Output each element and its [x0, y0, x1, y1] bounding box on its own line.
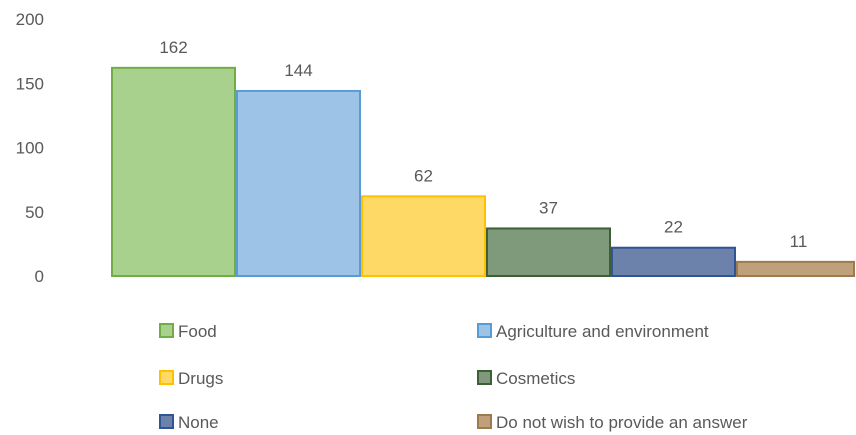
data-label: 22 — [664, 218, 683, 237]
data-label: 37 — [539, 198, 558, 217]
y-tick-label: 200 — [16, 10, 44, 29]
data-label: 162 — [159, 38, 187, 57]
y-tick-label: 150 — [16, 74, 44, 93]
legend-swatch — [477, 414, 492, 429]
bar — [486, 227, 611, 277]
bar — [111, 66, 236, 277]
bar — [236, 89, 361, 277]
y-tick-label: 100 — [16, 139, 44, 158]
legend-label: Agriculture and environment — [496, 322, 709, 341]
y-tick-label: 0 — [35, 267, 44, 286]
data-label: 11 — [790, 232, 808, 251]
legend-label: Do not wish to provide an answer — [496, 413, 748, 432]
value-labels: 162 144 62 37 22 11 — [159, 38, 807, 251]
legend-swatch — [477, 370, 492, 385]
data-label: 62 — [414, 166, 433, 185]
y-axis: 0 50 100 150 200 — [16, 10, 44, 286]
legend-swatch — [159, 323, 174, 338]
bar — [736, 260, 855, 277]
legend-label: Food — [178, 322, 217, 341]
y-tick-label: 50 — [25, 203, 44, 222]
legend-swatch — [159, 370, 174, 385]
bars — [111, 66, 855, 277]
legend-swatch — [477, 323, 492, 338]
legend-label: Drugs — [178, 369, 223, 388]
bar — [611, 246, 736, 277]
data-label: 144 — [284, 61, 312, 80]
legend-label: Cosmetics — [496, 369, 575, 388]
legend: Food Agriculture and environment Drugs Cosm… — [159, 322, 748, 432]
legend-swatch — [159, 414, 174, 429]
legend-label: None — [178, 413, 219, 432]
bar — [361, 195, 486, 277]
